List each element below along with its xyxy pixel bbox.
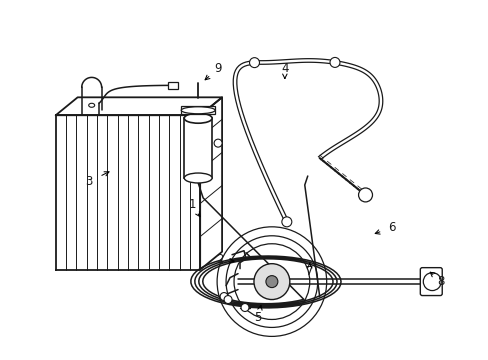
Text: 5: 5 [254,311,261,324]
Bar [184,118,212,178]
Text: 2: 2 [216,253,224,266]
Circle shape [214,139,222,147]
FancyBboxPatch shape [420,268,441,296]
Text: 3: 3 [85,175,92,189]
Bar [168,82,178,89]
Circle shape [281,217,291,227]
Text: 4: 4 [281,62,288,75]
Circle shape [423,273,440,291]
Circle shape [253,264,289,300]
Circle shape [249,58,259,68]
Text: 9: 9 [214,62,222,75]
Circle shape [241,303,248,311]
Ellipse shape [184,173,212,183]
Ellipse shape [181,107,215,114]
Ellipse shape [184,113,212,123]
Text: 6: 6 [387,221,394,234]
Text: 1: 1 [188,198,196,211]
Bar [181,106,215,114]
Circle shape [358,188,372,202]
Text: 7: 7 [305,265,313,278]
Circle shape [224,296,232,303]
Circle shape [220,293,227,301]
Text: 8: 8 [437,275,444,288]
Circle shape [265,276,277,288]
Circle shape [329,58,339,67]
